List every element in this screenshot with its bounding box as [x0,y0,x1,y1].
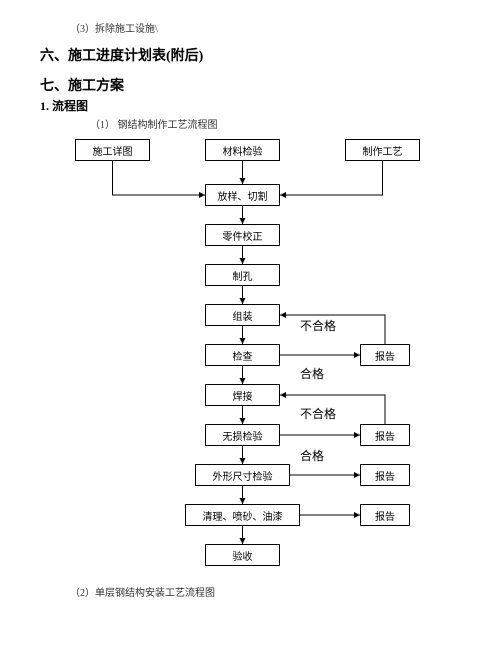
flowchart2-caption: （2）单层钢结构安装工艺流程图 [70,584,460,599]
node-inspection: 检查 [205,344,280,366]
section7-title: 七、施工方案 [40,75,460,95]
flowchart1-caption: （1） 钢结构制作工艺流程图 [90,116,460,131]
section7-sub1: 1. 流程图 [40,97,460,114]
node-construction-drawing: 施工详图 [75,139,150,161]
node-welding: 焊接 [205,384,280,406]
node-part-correction: 零件校正 [205,224,280,246]
node-report-1: 报告 [360,344,410,366]
header-text: （3）拆除施工设施\ [70,20,460,35]
label-fail-1: 不合格 [300,317,336,334]
label-pass-1: 合格 [300,365,324,382]
label-pass-2: 合格 [300,447,324,464]
node-drilling: 制孔 [205,264,280,286]
node-acceptance: 验收 [205,544,280,566]
label-fail-2: 不合格 [300,405,336,422]
node-ndt: 无损检验 [205,424,280,446]
node-dimension-check: 外形尺寸检验 [195,464,290,486]
flowchart1: 施工详图 材料检验 制作工艺 放样、切割 零件校正 制孔 组装 检查 报告 焊接… [40,139,460,569]
node-assembly: 组装 [205,304,280,326]
node-cleaning-painting: 清理、喷砂、油漆 [185,504,300,526]
node-report-2: 报告 [360,424,410,446]
node-report-4: 报告 [360,504,410,526]
section6-title: 六、施工进度计划表(附后) [40,45,460,65]
node-material-inspection: 材料检验 [205,139,280,161]
node-fabrication-process: 制作工艺 [345,139,420,161]
node-lofting-cutting: 放样、切割 [205,184,280,206]
node-report-3: 报告 [360,464,410,486]
